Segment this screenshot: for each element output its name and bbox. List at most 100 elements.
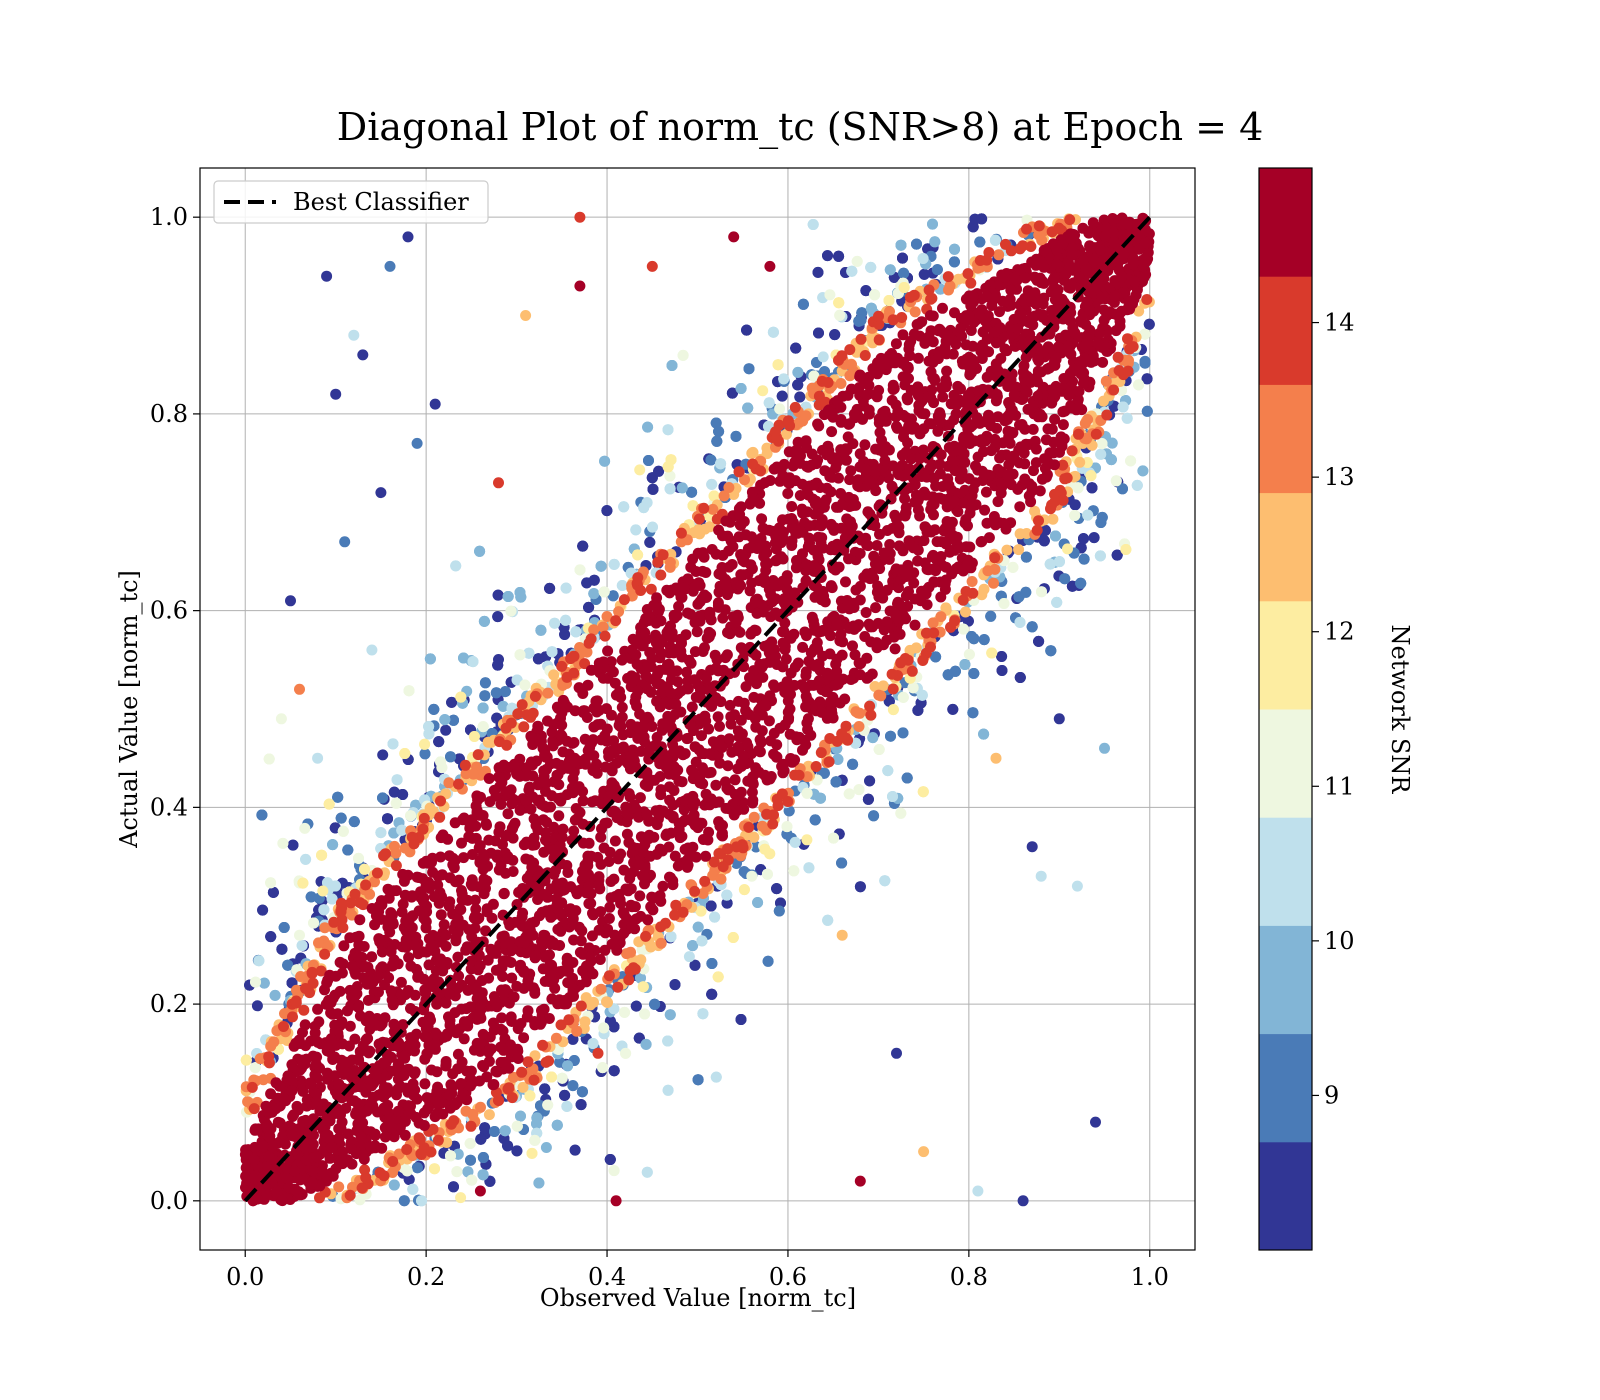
scatter-point [396, 824, 408, 836]
scatter-point [711, 435, 723, 447]
scatter-point [909, 306, 921, 318]
scatter-point [453, 778, 464, 790]
scatter-point [597, 621, 609, 633]
scatter-point [949, 243, 960, 255]
scatter-point [949, 615, 961, 627]
scatter-point [405, 960, 417, 972]
scatter-point [616, 580, 628, 591]
scatter-point [1071, 880, 1083, 892]
scatter-point [467, 656, 479, 668]
scatter-point [828, 832, 839, 844]
scatter-point [598, 586, 610, 598]
scatter-point [577, 540, 589, 552]
scatter-point [268, 1036, 280, 1048]
scatter-point [345, 897, 357, 909]
scatter-point [710, 1071, 722, 1083]
scatter-point [1124, 343, 1136, 355]
scatter-point [638, 502, 650, 514]
scatter-point [712, 971, 724, 983]
scatter-point [926, 292, 938, 304]
scatter-point [761, 868, 773, 880]
scatter-points [239, 211, 1155, 1207]
scatter-point [844, 370, 856, 382]
scatter-point [295, 971, 307, 982]
scatter-point [424, 802, 436, 814]
scatter-point [1078, 533, 1089, 545]
scatter-point [618, 501, 630, 513]
scatter-point [829, 329, 841, 341]
scatter-point [277, 837, 289, 849]
scatter-point [850, 706, 862, 718]
scatter-point [1141, 373, 1153, 385]
scatter-point [669, 909, 681, 921]
scatter-point [1033, 635, 1045, 647]
scatter-point [854, 1175, 866, 1187]
scatter-point [609, 835, 621, 847]
scatter-point [764, 848, 776, 860]
scatter-point [689, 959, 701, 971]
scatter-point [959, 659, 971, 670]
scatter-point [335, 812, 347, 824]
scatter-point [1116, 384, 1127, 396]
scatter-point [465, 1154, 476, 1166]
scatter-point [588, 588, 600, 600]
scatter-point [313, 937, 324, 949]
scatter-point [348, 816, 360, 828]
scatter-point [1020, 586, 1032, 598]
scatter-point [692, 921, 704, 933]
scatter-point [433, 736, 445, 748]
scatter-point [993, 249, 1005, 261]
scatter-point [897, 727, 909, 739]
scatter-point [344, 1189, 356, 1201]
scatter-point [278, 922, 290, 933]
scatter-point [901, 772, 913, 784]
scatter-point [642, 421, 654, 433]
scatter-point [407, 1183, 419, 1195]
scatter-point [519, 679, 531, 691]
scatter-point [511, 1120, 523, 1132]
scatter-point [989, 563, 1001, 575]
scatter-point [542, 1099, 554, 1111]
scatter-point [706, 478, 718, 490]
scatter-point [1078, 553, 1090, 565]
scatter-point [879, 875, 891, 887]
scatter-point [662, 1084, 674, 1096]
scatter-point [790, 342, 802, 354]
scatter-point [730, 430, 742, 442]
scatter-point [495, 798, 507, 810]
scatter-point [278, 1021, 289, 1032]
scatter-point [448, 1181, 459, 1193]
scatter-point [846, 265, 858, 277]
scatter-point [865, 302, 877, 314]
scatter-point [474, 1185, 486, 1197]
scatter-point [887, 704, 899, 716]
scatter-point [962, 268, 974, 280]
scatter-point [411, 437, 423, 449]
scatter-point [529, 690, 541, 702]
scatter-point [387, 738, 399, 750]
scatter-point [721, 897, 733, 909]
scatter-point [860, 285, 872, 297]
scatter-point [1014, 616, 1026, 628]
scatter-point [1125, 455, 1137, 467]
scatter-point [875, 690, 887, 702]
scatter-point [526, 1147, 538, 1159]
scatter-point [873, 744, 885, 755]
scatter-point [375, 487, 387, 499]
scatter-point [493, 654, 504, 665]
scatter-point [359, 863, 370, 875]
scatter-point [497, 700, 509, 712]
scatter-point [748, 811, 760, 823]
scatter-point [792, 366, 804, 378]
scatter-point [474, 545, 486, 557]
scatter-point [972, 1185, 984, 1197]
scatter-point [587, 1038, 599, 1049]
scatter-point [406, 831, 418, 843]
scatter-point [634, 464, 646, 476]
scatter-point [660, 917, 671, 929]
scatter-point [515, 1110, 526, 1122]
scatter-point [326, 893, 338, 905]
scatter-point [985, 610, 997, 622]
scatter-point [388, 786, 400, 798]
